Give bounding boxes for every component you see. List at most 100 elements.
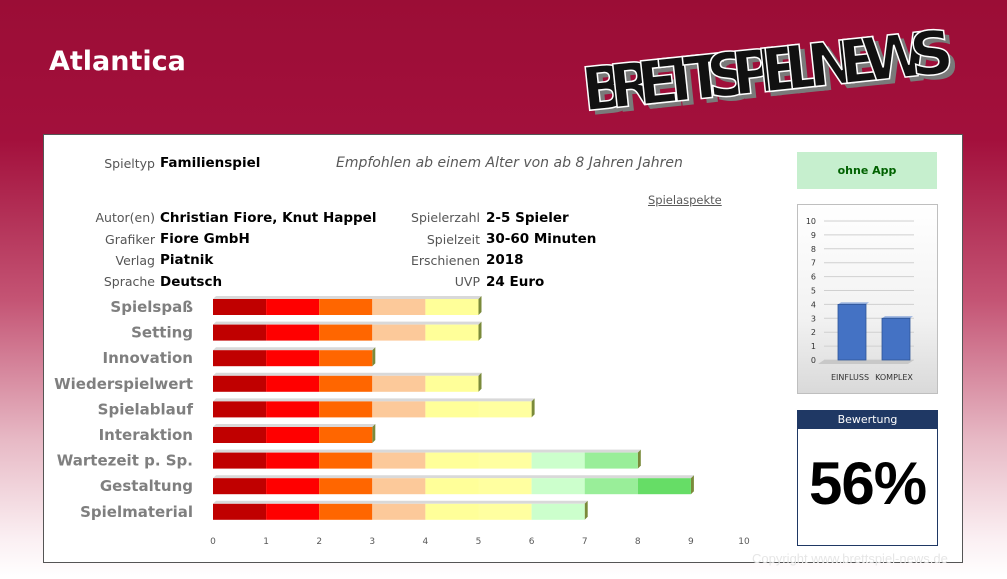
game-type-value: Familienspiel [160, 155, 261, 171]
app-badge: ohne App [797, 152, 937, 189]
bar-front-face [881, 317, 911, 361]
bar-segment [425, 375, 479, 392]
bar-side-face [372, 347, 376, 367]
bar-segment [425, 299, 479, 315]
publisher-value: Piatnik [160, 252, 214, 268]
y-tick-label: 0 [811, 356, 816, 365]
page-title: Atlantica [49, 46, 186, 77]
rating-bars-chart: Spielspaß Setting Innovation Wiederspielwer… [54, 296, 750, 547]
price-value: 24 Euro [486, 274, 545, 290]
rating-bar [213, 475, 694, 495]
bar-segment [531, 452, 585, 469]
bar-segment [266, 375, 320, 392]
game-type-label: Spieltyp [104, 156, 155, 171]
x-tick-label: 8 [635, 537, 641, 547]
duration-label: Spielzeit [426, 232, 480, 247]
bar-segment [372, 503, 426, 520]
bar-segment [531, 503, 585, 520]
category-label: Gestaltung [100, 477, 193, 495]
bar-segment [478, 503, 532, 520]
complexity-chart-panel: 0 1 2 3 4 5 6 7 8 9 10 EINFLUSS KOMPLEX [797, 204, 938, 394]
bar-segment [266, 478, 320, 495]
bar-top-face [882, 316, 913, 319]
bar-segment [372, 478, 426, 495]
x-tick-label: 6 [529, 537, 535, 547]
bar-segment [478, 452, 532, 469]
y-tick-label: 3 [811, 314, 816, 323]
copyright-text: Copyright www.brettspiel-news.de [752, 551, 948, 566]
bar-segment [425, 452, 479, 469]
y-tick-label: 7 [811, 259, 816, 268]
bar-segment [213, 452, 267, 469]
category-label: Innovation [103, 349, 193, 367]
bar-segment [478, 478, 532, 495]
bar-segment [213, 478, 267, 495]
chart-floor [818, 360, 914, 364]
bar-segment [372, 299, 426, 315]
y-tick-label: 10 [806, 217, 816, 226]
bar-segment [425, 324, 479, 341]
rating-bar [213, 449, 641, 469]
category-label: Spielmaterial [80, 503, 193, 521]
bar-segment [372, 375, 426, 392]
x-tick-label: 10 [738, 537, 750, 547]
bar-front-face [837, 304, 867, 361]
rating-bar [213, 424, 376, 443]
bar-top-face [213, 449, 641, 453]
bar-segment [531, 478, 585, 495]
category-label: Interaktion [99, 426, 193, 444]
category-label: KOMPLEX [875, 373, 913, 382]
bar-top-face [213, 398, 535, 402]
aspects-link[interactable]: Spielaspekte [648, 193, 722, 207]
released-label: Erschienen [410, 253, 480, 268]
bar-top-face [213, 321, 482, 325]
y-tick-label: 9 [811, 231, 816, 240]
publisher-label: Verlag [115, 253, 155, 268]
bar-side-face [531, 398, 535, 418]
released-value: 2018 [486, 252, 524, 268]
x-tick-label: 5 [476, 537, 482, 547]
bar-segment [213, 350, 267, 367]
bar-segment [213, 299, 267, 315]
bar-top-face [213, 424, 376, 427]
bar-side-face [478, 321, 482, 341]
y-tick-label: 5 [811, 287, 816, 296]
price-label: UVP [454, 274, 480, 289]
x-tick-label: 3 [369, 537, 375, 547]
bar-segment [266, 324, 320, 341]
bar-segment [266, 452, 320, 469]
category-label: Wartezeit p. Sp. [57, 452, 193, 470]
bar-segment [319, 299, 373, 315]
bar-segment [266, 401, 320, 418]
bar-top-face [213, 500, 588, 504]
rating-bar [213, 372, 482, 392]
x-tick-label: 9 [688, 537, 694, 547]
rating-box: Bewertung 56% [797, 410, 938, 546]
bar-segment [319, 427, 373, 443]
category-label: Spielspaß [110, 298, 193, 316]
bar-segment [266, 427, 320, 443]
y-tick-label: 2 [811, 328, 816, 337]
bar-segment [584, 452, 638, 469]
bar-segment [319, 375, 373, 392]
complexity-bar [881, 316, 913, 361]
bar-segment [372, 324, 426, 341]
bar-segment [213, 375, 267, 392]
rating-value: 56% [808, 450, 927, 517]
x-tick-label: 0 [210, 537, 216, 547]
rating-bar [213, 500, 588, 520]
bar-segment [372, 401, 426, 418]
bar-side-face [478, 296, 482, 315]
bar-segment [319, 503, 373, 520]
bar-side-face [478, 372, 482, 392]
duration-value: 30-60 Minuten [486, 231, 597, 247]
illustrator-value: Fiore GmbH [160, 231, 250, 247]
bar-segment [319, 452, 373, 469]
category-label: Spielablauf [98, 400, 194, 418]
rating-bar [213, 347, 376, 367]
bar-segment [266, 299, 320, 315]
bar-side-face [584, 500, 588, 520]
rating-bar [213, 321, 482, 341]
age-recommendation: Empfohlen ab einem Alter von ab 8 Jahren… [336, 155, 683, 171]
bar-top-face [213, 475, 694, 479]
